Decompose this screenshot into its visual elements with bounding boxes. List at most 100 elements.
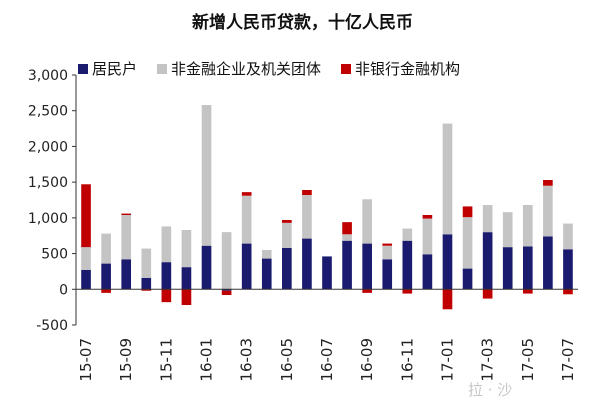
chart-title: 新增人民币贷款，十亿人民币 xyxy=(192,13,413,33)
bar-corporate xyxy=(161,226,172,263)
x-tick-label: 15-09 xyxy=(117,338,135,382)
x-tick-label: 16-01 xyxy=(198,338,216,382)
bar-corporate xyxy=(543,185,553,237)
bar-corporate xyxy=(141,248,152,278)
y-tick-label: 1,500 xyxy=(28,175,68,191)
bar-nonbank xyxy=(221,290,232,295)
bar-nonbank xyxy=(462,206,473,218)
bar-nonbank xyxy=(422,215,433,219)
bar-household xyxy=(161,262,172,290)
bar-corporate xyxy=(261,250,272,259)
bar-nonbank xyxy=(141,289,152,291)
x-tick-label: 16-11 xyxy=(398,338,416,382)
bar-household xyxy=(342,240,352,290)
legend-swatch-nonbank xyxy=(341,63,352,74)
x-tick-label: 16-07 xyxy=(318,338,336,382)
bar-corporate xyxy=(563,223,573,250)
bar-corporate xyxy=(522,205,533,247)
bar-nonbank xyxy=(522,289,533,294)
bar-nonbank xyxy=(302,190,312,195)
y-tick-label: 3,000 xyxy=(28,68,68,84)
bar-corporate xyxy=(302,195,312,239)
bar-nonbank xyxy=(342,222,352,235)
bar-nonbank xyxy=(282,220,292,223)
bar-corporate xyxy=(81,247,91,270)
x-tick-label: 15-11 xyxy=(157,338,175,382)
bar-nonbank xyxy=(543,180,553,186)
bar-household xyxy=(482,232,493,290)
bar-household xyxy=(563,249,573,290)
y-tick-label: 1,000 xyxy=(28,211,68,227)
bar-household xyxy=(322,256,332,290)
bar-corporate xyxy=(422,218,433,255)
x-tick-label: 17-05 xyxy=(519,338,537,382)
bar-corporate xyxy=(362,199,372,244)
legend-label-household: 居民户 xyxy=(92,60,138,78)
bar-nonbank xyxy=(241,192,252,196)
bar-household xyxy=(121,259,132,290)
bar-household xyxy=(362,243,372,290)
bar-household xyxy=(282,247,292,290)
x-tick-label: 16-09 xyxy=(358,338,376,382)
bar-corporate xyxy=(382,245,393,260)
bar-household xyxy=(442,234,453,290)
bar-corporate xyxy=(282,222,292,248)
y-tick-label: -500 xyxy=(36,318,68,334)
bar-household xyxy=(402,240,413,290)
bar-nonbank xyxy=(402,289,413,294)
bar-household xyxy=(101,263,111,290)
x-tick-label: 16-05 xyxy=(278,338,296,382)
bar-household xyxy=(81,270,91,290)
bar-nonbank xyxy=(121,213,132,215)
legend-item-nonbank: 非银行金融机构 xyxy=(341,58,460,79)
bar-corporate xyxy=(101,233,111,264)
bar-nonbank xyxy=(382,243,393,246)
bar-nonbank xyxy=(362,289,372,293)
bar-corporate xyxy=(502,212,513,248)
chart-legend: 居民户 非金融企业及机关团体 非银行金融机构 xyxy=(78,58,460,79)
x-tick-label: 17-07 xyxy=(559,338,577,382)
bar-corporate xyxy=(201,105,212,246)
y-tick-label: 2,000 xyxy=(28,139,68,155)
bar-nonbank xyxy=(482,289,493,299)
y-tick-label: 0 xyxy=(59,282,68,298)
legend-label-nonbank: 非银行金融机构 xyxy=(355,60,461,78)
bar-corporate xyxy=(121,215,132,260)
bar-household xyxy=(502,247,513,290)
bar-corporate xyxy=(402,228,413,241)
y-tick-label: 500 xyxy=(41,247,68,263)
bar-nonbank xyxy=(101,289,111,293)
legend-item-corporate: 非金融企业及机关团体 xyxy=(157,58,321,79)
bar-household xyxy=(221,289,232,291)
bar-household xyxy=(543,236,553,290)
bar-household xyxy=(181,267,192,290)
bar-household xyxy=(302,238,312,290)
bar-corporate xyxy=(181,230,192,268)
bar-corporate xyxy=(221,232,232,290)
legend-label-corporate: 非金融企业及机关团体 xyxy=(171,60,322,78)
bar-nonbank xyxy=(563,289,573,295)
bar-nonbank xyxy=(181,289,192,305)
bar-household xyxy=(141,277,152,290)
bar-household xyxy=(261,258,272,290)
legend-swatch-corporate xyxy=(157,63,168,74)
bar-nonbank xyxy=(81,184,91,248)
x-tick-label: 17-03 xyxy=(479,338,497,382)
bar-corporate xyxy=(462,217,473,269)
bar-household xyxy=(201,245,212,290)
watermark-text: 拉 · 沙 xyxy=(468,381,513,399)
bar-household xyxy=(382,259,393,290)
x-tick-label: 15-07 xyxy=(77,338,95,382)
bar-nonbank xyxy=(161,289,172,303)
bar-household xyxy=(522,246,533,290)
bar-nonbank xyxy=(442,289,453,310)
y-tick-label: 2,500 xyxy=(28,104,68,120)
bar-corporate xyxy=(342,234,352,241)
bar-household xyxy=(462,268,473,290)
legend-swatch-household xyxy=(78,63,88,74)
bar-household xyxy=(422,254,433,290)
x-tick-label: 17-01 xyxy=(438,338,456,382)
bar-corporate xyxy=(482,205,493,233)
bar-corporate xyxy=(241,195,252,244)
